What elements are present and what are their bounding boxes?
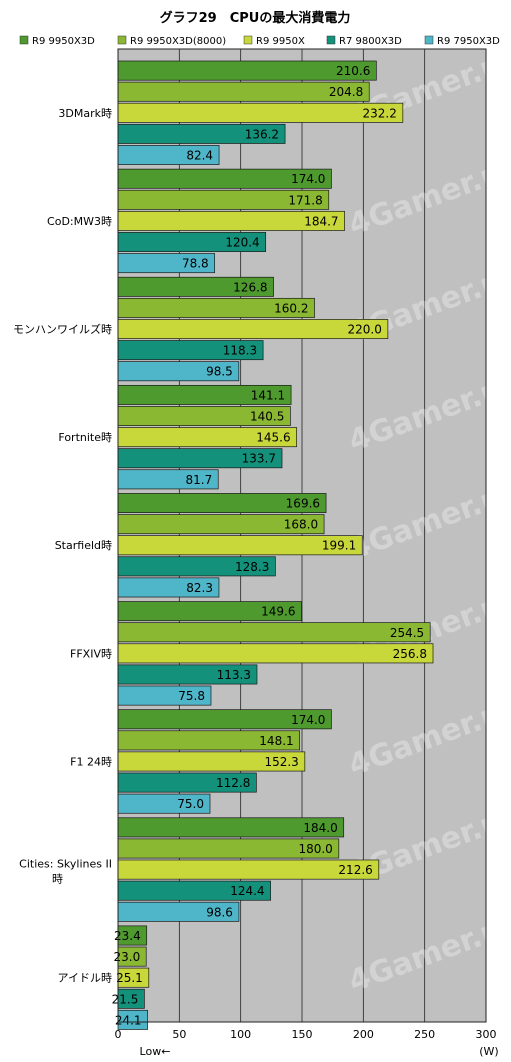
bar-value-label: 180.0: [298, 842, 332, 856]
bar-value-label: 210.6: [336, 64, 370, 78]
bar-value-label: 160.2: [274, 301, 308, 315]
legend-swatch: [243, 35, 253, 45]
x-axis-unit: (W): [479, 1045, 498, 1058]
x-tick-label: 300: [476, 1028, 497, 1041]
category-label: 3DMark時: [58, 107, 112, 120]
x-tick-label: 250: [414, 1028, 435, 1041]
bar-value-label: 21.5: [112, 992, 139, 1006]
category-label: Starfield時: [55, 539, 112, 552]
bar-value-label: 220.0: [348, 323, 382, 337]
bar-value-label: 23.0: [113, 950, 140, 964]
bar-value-label: 145.6: [256, 431, 290, 445]
category-label: Cities: Skylines II: [19, 858, 112, 871]
bar-value-label: 174.0: [291, 713, 325, 727]
bar-value-label: 113.3: [217, 668, 251, 682]
legend: R9 9950X3D R9 9950X3D(8000) R9 9950X R7 980…: [19, 35, 500, 47]
bar-value-label: 120.4: [225, 236, 259, 250]
bar-value-label: 128.3: [235, 560, 269, 574]
bar-value-label: 232.2: [362, 106, 396, 120]
bar-value-label: 98.5: [206, 365, 233, 379]
x-axis-ticks: 0 50 100 150 200 250 300: [115, 1028, 497, 1041]
bar-value-label: 118.3: [223, 344, 257, 358]
plot-border: [117, 48, 487, 1023]
legend-swatch: [326, 35, 336, 45]
x-tick-label: 200: [353, 1028, 374, 1041]
bar-value-label: 254.5: [390, 626, 424, 640]
bar-value-label: 124.4: [230, 884, 264, 898]
bar-value-label: 148.1: [259, 734, 293, 748]
bar-value-label: 82.4: [186, 149, 213, 163]
bar-value-label: 256.8: [393, 647, 427, 661]
category-label: CoD:MW3時: [47, 215, 112, 228]
bar-value-label: 184.7: [304, 214, 338, 228]
category-label: モンハンワイルズ時: [13, 322, 112, 336]
x-tick-label: 150: [292, 1028, 313, 1041]
bar-value-label: 174.0: [291, 172, 325, 186]
bar-value-label: 149.6: [261, 605, 295, 619]
bar-value-label: 141.1: [251, 388, 285, 402]
x-tick-label: 50: [172, 1028, 186, 1041]
legend-label: R9 9950X3D: [32, 36, 95, 47]
bar-value-label: 24.1: [115, 1013, 142, 1027]
bar-value-label: 136.2: [245, 127, 279, 141]
legend-swatch: [19, 35, 29, 45]
bar-value-label: 171.8: [288, 193, 322, 207]
bar-value-label: 78.8: [182, 257, 209, 271]
bar-value-label: 204.8: [329, 85, 363, 99]
category-label: アイドル時: [58, 972, 112, 985]
bar-value-label: 133.7: [242, 452, 276, 466]
legend-label: R9 9950X: [256, 36, 305, 47]
bar-value-label: 75.0: [177, 797, 204, 811]
x-tick-label: 100: [230, 1028, 251, 1041]
bar-value-label: 82.3: [186, 581, 213, 595]
bar: [117, 643, 434, 664]
bar-value-label: 75.8: [178, 689, 205, 703]
category-label: Fortnite時: [58, 431, 112, 444]
x-tick-label: 0: [115, 1028, 122, 1041]
bar-value-label: 23.4: [114, 929, 141, 943]
bar-value-label: 152.3: [264, 755, 298, 769]
category-label: FFXIV時: [70, 647, 112, 660]
legend-label: R7 9800X3D: [339, 36, 402, 47]
bar-value-label: 184.0: [303, 821, 337, 835]
bar-value-label: 212.6: [338, 863, 372, 877]
legend-label: R9 7950X3D: [437, 36, 500, 47]
bar-value-label: 199.1: [322, 539, 356, 553]
bar-value-label: 98.6: [206, 905, 233, 919]
legend-swatch: [424, 35, 434, 45]
bar-value-label: 140.5: [250, 410, 284, 424]
bar-value-label: 169.6: [286, 497, 320, 511]
legend-label: R9 9950X3D(8000): [130, 36, 226, 47]
bars: 210.6 204.8 232.2 136.2 82.4 174.0 171.8 184.7 1…: [112, 48, 487, 1030]
category-label-cont: 時: [52, 873, 63, 886]
bar-value-label: 25.1: [116, 971, 143, 985]
bar-value-label: 168.0: [284, 518, 318, 532]
bar-value-label: 112.8: [216, 776, 250, 790]
x-axis-low-label: Low←: [140, 1045, 171, 1058]
bar: [117, 102, 404, 123]
bar-value-label: 81.7: [185, 473, 212, 487]
bar-value-label: 126.8: [233, 280, 267, 294]
chart-title: グラフ29 CPUの最大消費電力: [160, 10, 351, 26]
bar: [117, 622, 431, 643]
category-label: F1 24時: [70, 755, 112, 768]
legend-swatch: [117, 35, 127, 45]
